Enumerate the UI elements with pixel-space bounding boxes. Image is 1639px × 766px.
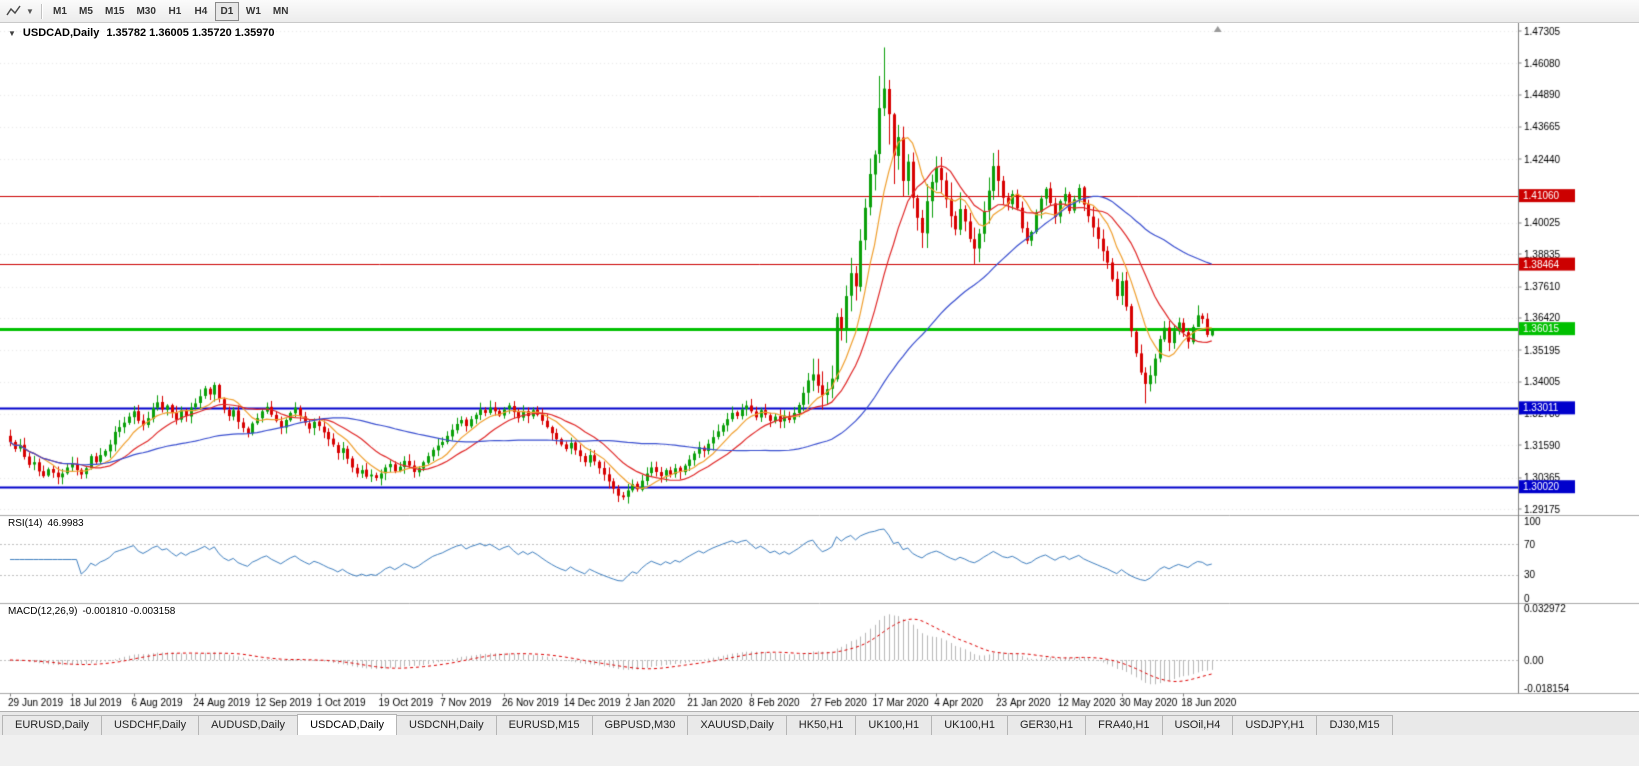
chart-tab-eurusd-daily[interactable]: EURUSD,Daily [2,715,102,735]
chart-tab-audusd-daily[interactable]: AUDUSD,Daily [198,715,299,735]
symbol-period-label: USDCAD,Daily [22,27,100,39]
timeframe-button-group: M1 M5 M15 M30 H1 H4 D1 W1 MN [47,1,294,21]
timeframe-button-d1[interactable]: D1 [214,2,239,21]
chart-canvas[interactable] [0,23,1639,711]
chart-window: ▼ USDCAD,Daily 1.35782 1.36005 1.35720 1… [0,23,1639,711]
chart-tab-fra40-h1[interactable]: FRA40,H1 [1085,715,1163,735]
timeframe-button-m15[interactable]: M15 [100,2,129,21]
collapse-arrow-icon[interactable]: ▼ [8,28,16,38]
rsi-indicator-label: RSI(14) 46.9983 [8,518,89,529]
timeframe-toolbar: ▼ M1 M5 M15 M30 H1 H4 D1 W1 MN [0,0,1639,23]
chart-tab-ger30-h1[interactable]: GER30,H1 [1006,715,1087,735]
timeframe-button-m1[interactable]: M1 [48,2,72,21]
chart-tab-uk100-h1[interactable]: UK100,H1 [931,715,1008,735]
timeframe-button-m30[interactable]: M30 [131,2,160,21]
rsi-name: RSI(14) [8,518,43,529]
timeframe-button-h4[interactable]: H4 [189,2,213,21]
ohlc-values: 1.35782 1.36005 1.35720 1.35970 [106,27,275,39]
chart-tab-dj30-m15[interactable]: DJ30,M15 [1316,715,1393,735]
chart-tab-usdcad-daily[interactable]: USDCAD,Daily [297,714,398,735]
timeframe-button-w1[interactable]: W1 [241,2,266,21]
toolbar-separator [41,3,42,19]
timeframe-button-h1[interactable]: H1 [163,2,187,21]
timeframe-button-m5[interactable]: M5 [74,2,98,21]
timeframe-button-mn[interactable]: MN [268,2,294,21]
zigzag-icon [6,5,21,16]
chart-title-ohlc: ▼ USDCAD,Daily 1.35782 1.36005 1.35720 1… [8,27,275,39]
chart-tab-usoil-h4[interactable]: USOil,H4 [1161,715,1234,735]
chart-tab-usdcnh-daily[interactable]: USDCNH,Daily [396,715,497,735]
chart-type-icon[interactable] [4,2,24,20]
macd-indicator-label: MACD(12,26,9) -0.001810 -0.003158 [8,606,180,617]
chart-tab-usdchf-daily[interactable]: USDCHF,Daily [100,715,200,735]
chart-tab-usdjpy-h1[interactable]: USDJPY,H1 [1232,715,1318,735]
chart-tab-uk100-h1[interactable]: UK100,H1 [855,715,933,735]
rsi-value: 46.9983 [47,518,84,529]
chart-tab-gbpusd-m30[interactable]: GBPUSD,M30 [591,715,689,735]
chart-tab-bar: EURUSD,Daily USDCHF,Daily AUDUSD,Daily USDC… [0,711,1639,735]
macd-name: MACD(12,26,9) [8,606,78,617]
chart-type-dropdown-caret-icon[interactable]: ▼ [26,6,34,16]
chart-tab-eurusd-m15[interactable]: EURUSD,M15 [495,715,593,735]
chart-tab-xauusd-daily[interactable]: XAUUSD,Daily [687,715,787,735]
chart-tab-hk50-h1[interactable]: HK50,H1 [785,715,857,735]
macd-values: -0.001810 -0.003158 [82,606,176,617]
